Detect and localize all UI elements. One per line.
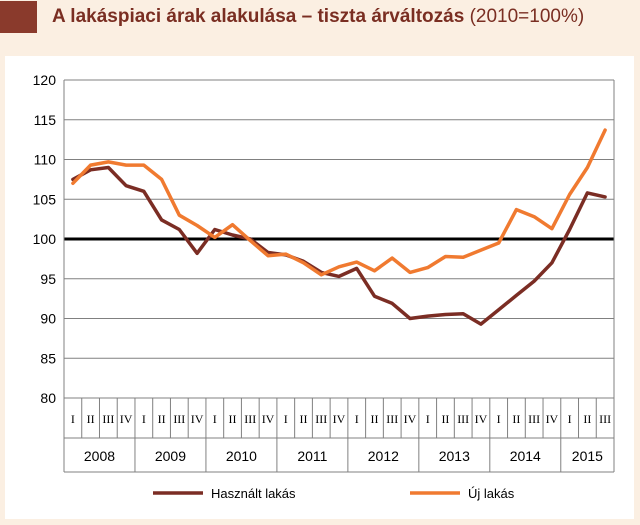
year-label-2010: 2010 — [226, 448, 257, 464]
quarter-label: IV — [404, 412, 417, 426]
quarter-label: IV — [546, 412, 559, 426]
quarter-label: II — [300, 412, 308, 426]
quarter-label: IV — [262, 412, 275, 426]
legend-layer: Használt lakás Új lakás — [153, 486, 515, 501]
quarter-label: III — [244, 412, 256, 426]
y-tick-label: 80 — [40, 390, 56, 406]
chart-title-main: A lakáspiaci árak alakulása – tiszta árv… — [52, 6, 465, 27]
quarter-label: III — [528, 412, 540, 426]
y-tick-label: 85 — [40, 350, 56, 366]
quarter-label: I — [355, 412, 359, 426]
series-line-uj-lakas — [71, 128, 607, 277]
quarter-label: I — [284, 412, 288, 426]
y-tick-label: 120 — [33, 72, 57, 88]
year-label-2009: 2009 — [155, 448, 186, 464]
y-tick-label: 95 — [40, 271, 56, 287]
quarter-label: I — [142, 412, 146, 426]
legend-label: Új lakás — [468, 486, 515, 501]
y-tick-label: 115 — [34, 112, 57, 128]
quarter-label: III — [173, 412, 185, 426]
chart-panel: 80 85 90 95 100 105 110 115 120 I II III IV I II III IV I… — [5, 56, 634, 519]
quarter-label: II — [87, 412, 95, 426]
y-tick-label: 110 — [34, 152, 57, 168]
grid-layer — [64, 79, 614, 399]
year-label-2014: 2014 — [510, 448, 541, 464]
quarter-label: IV — [475, 412, 488, 426]
quarter-label: II — [441, 412, 449, 426]
year-label-2015: 2015 — [572, 448, 603, 464]
year-label-2013: 2013 — [439, 448, 470, 464]
quarter-label: I — [497, 412, 501, 426]
quarter-label: II — [370, 412, 378, 426]
quarter-label: IV — [333, 412, 346, 426]
year-label-2011: 2011 — [297, 448, 327, 464]
quarter-label: I — [568, 412, 572, 426]
quarter-label: I — [213, 412, 217, 426]
quarter-label: III — [315, 412, 327, 426]
year-label-2012: 2012 — [368, 448, 399, 464]
quarter-label: II — [512, 412, 520, 426]
y-tick-label: 105 — [33, 191, 57, 207]
legend-label: Használt lakás — [211, 486, 296, 501]
quarter-label: I — [426, 412, 430, 426]
y-tick-label: 90 — [40, 311, 56, 327]
quarter-label: IV — [120, 412, 133, 426]
quarter-label: II — [583, 412, 591, 426]
quarter-label: III — [599, 412, 611, 426]
quarter-label: III — [102, 412, 114, 426]
chart-title-sub: (2010=100%) — [469, 6, 585, 27]
chart-title: A lakáspiaci árak alakulása – tiszta árv… — [52, 6, 584, 28]
quarter-label: II — [158, 412, 166, 426]
quarter-label: IV — [191, 412, 204, 426]
series-layer — [71, 128, 607, 326]
y-tick-label: 100 — [33, 231, 57, 247]
quarter-label: III — [386, 412, 398, 426]
title-square-decoration — [0, 1, 37, 33]
year-label-2008: 2008 — [84, 448, 115, 464]
quarter-label: III — [457, 412, 469, 426]
title-bar: A lakáspiaci árak alakulása – tiszta árv… — [0, 0, 640, 36]
series-line-hasznalt-lakas — [71, 165, 607, 326]
quarter-label: I — [71, 412, 75, 426]
quarter-label: II — [229, 412, 237, 426]
